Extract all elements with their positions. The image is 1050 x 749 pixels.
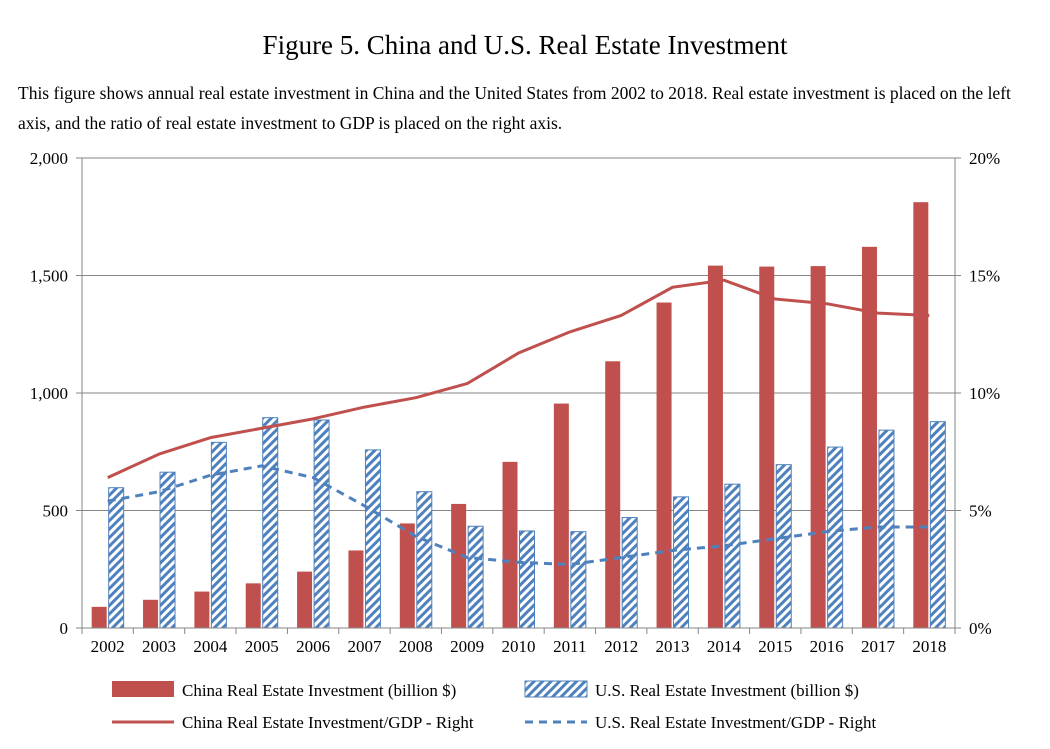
x-tick-label: 2016 (810, 637, 844, 656)
china-bar (245, 583, 261, 628)
us-bar (724, 483, 741, 629)
us-bar (313, 419, 330, 629)
us-bar (827, 446, 844, 629)
china-bar (553, 403, 569, 628)
x-tick-label: 2004 (193, 637, 228, 656)
left-tick-label: 0 (60, 619, 69, 638)
us-bar (210, 441, 227, 629)
us-bar (364, 449, 381, 629)
x-tick-label: 2006 (296, 637, 330, 656)
us-ratio-line (107, 464, 930, 567)
us-bar (519, 530, 535, 629)
x-tick-label: 2013 (656, 637, 690, 656)
x-tick-label: 2003 (142, 637, 176, 656)
us-bar (673, 496, 690, 629)
china-bar (759, 266, 775, 628)
us-bar (416, 491, 433, 629)
us-bar (775, 464, 792, 629)
china-bar (194, 591, 210, 628)
china-bar (348, 550, 364, 628)
right-tick-label: 15% (969, 267, 1000, 286)
x-tick-label: 2011 (553, 637, 586, 656)
grid-lines (82, 157, 955, 511)
left-tick-label: 1,000 (30, 384, 68, 403)
x-tick-label: 2018 (912, 637, 946, 656)
china-bar (707, 265, 723, 628)
china-bar (861, 246, 877, 628)
legend-label: China Real Estate Investment (billion $) (182, 681, 456, 700)
china-bar (502, 461, 518, 628)
left-tick-label: 1,500 (30, 267, 68, 286)
x-tick-label: 2012 (604, 637, 638, 656)
us-bar (570, 531, 587, 629)
x-tick-label: 2017 (861, 637, 896, 656)
us-bar (929, 421, 946, 629)
tick-labels: 0 500 1,000 1,500 2,000 0% 5% 10% 15% 20% 2002 2003… (30, 149, 1000, 656)
us-bar (262, 417, 279, 629)
left-tick-label: 500 (43, 502, 69, 521)
china-bars (91, 202, 929, 628)
figure-caption: This figure shows annual real estate inv… (18, 83, 1011, 133)
legend-label: China Real Estate Investment/GDP - Right (182, 713, 474, 732)
x-tick-label: 2015 (758, 637, 792, 656)
x-tick-label: 2008 (399, 637, 433, 656)
us-bar (621, 517, 638, 629)
us-bar (467, 525, 484, 629)
china-bar (399, 523, 415, 628)
china-bar (297, 571, 313, 628)
us-bar (159, 471, 176, 629)
right-tick-label: 0% (969, 619, 992, 638)
china-bar (810, 266, 826, 628)
x-tick-label: 2002 (91, 637, 125, 656)
right-tick-label: 10% (969, 384, 1000, 403)
legend-label: U.S. Real Estate Investment (billion $) (595, 681, 859, 700)
china-bar (605, 361, 621, 628)
china-bar (91, 606, 107, 628)
figure-title: Figure 5. China and U.S. Real Estate Inv… (262, 30, 788, 60)
right-tick-label: 20% (969, 149, 1000, 168)
x-tick-label: 2014 (707, 637, 742, 656)
legend: China Real Estate Investment (billion $)… (112, 680, 877, 732)
left-tick-label: 2,000 (30, 149, 68, 168)
china-bar (451, 503, 467, 628)
x-tick-label: 2009 (450, 637, 484, 656)
x-tick-label: 2010 (502, 637, 536, 656)
x-tick-label: 2007 (347, 637, 382, 656)
x-tick-label: 2005 (245, 637, 279, 656)
right-tick-label: 5% (969, 502, 992, 521)
china-bar (913, 202, 929, 628)
china-bar (143, 599, 159, 628)
legend-swatch-china-bar (112, 681, 174, 697)
china-ratio-line (107, 278, 930, 479)
axes (76, 157, 961, 634)
legend-swatch-us-bar (524, 680, 588, 698)
us-bar (108, 487, 125, 629)
us-bar (878, 429, 895, 629)
china-bar (656, 302, 672, 628)
ratio-lines (107, 278, 930, 567)
legend-label: U.S. Real Estate Investment/GDP - Right (595, 713, 877, 732)
